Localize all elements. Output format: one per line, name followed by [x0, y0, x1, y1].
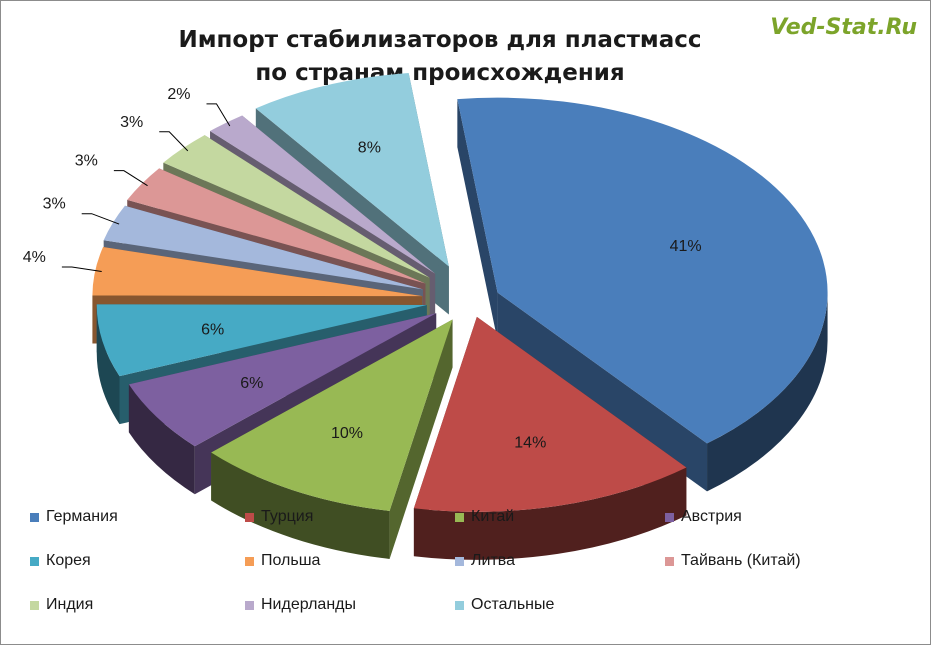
data-label-германия: 41% [670, 238, 702, 255]
pie-slice-остальные [255, 72, 449, 267]
pie-slice-турция [413, 316, 687, 512]
data-label-корея: 6% [201, 322, 224, 339]
data-label-тайвань-китай: 3% [75, 153, 98, 170]
legend-item-турция: Турция [245, 508, 313, 526]
pie-slice-нидерланды [210, 115, 436, 274]
legend-swatch [245, 556, 254, 566]
legend-label: Турция [261, 508, 314, 525]
leader-line-нидерланды [206, 103, 231, 127]
leader-line-тайвань-китай [113, 170, 148, 187]
pie-rim-германия [707, 292, 828, 492]
legend-label: Литва [471, 552, 515, 569]
pie-wall-2-0 [389, 319, 453, 559]
data-label-турция: 14% [514, 435, 546, 452]
pie-labels: 41% 14% 10% 6% 6% 4% 3% 3% 3% 2% 8% [23, 86, 702, 452]
legend-item-литва: Литва [455, 552, 515, 570]
chart-title-line-1: Импорт стабилизаторов для пластмасс [178, 27, 702, 53]
pie-tops [92, 72, 828, 512]
legend-swatch [455, 556, 464, 566]
pie-slice-тайвань-китай [127, 168, 426, 284]
legend-item-корея: Корея [30, 552, 91, 570]
chart-title-line-2: по странам происхождения [255, 59, 625, 86]
legend-item-китай: Китай [455, 508, 514, 526]
legend-swatch [455, 512, 464, 522]
pie-slice-индия [163, 135, 430, 278]
data-label-индия: 3% [120, 114, 143, 131]
pie-slice-корея [96, 304, 427, 377]
leader-line-индия [159, 131, 189, 152]
legend-label: Нидерланды [261, 596, 356, 613]
legend-label: Китай [471, 508, 515, 525]
legend-label: Тайвань (Китай) [681, 552, 801, 569]
pie-rim-турция [413, 467, 687, 560]
legend-swatch [30, 512, 39, 522]
pie-slice-австрия [128, 313, 437, 447]
legend-swatch [30, 600, 39, 610]
legend-swatch [245, 600, 254, 610]
legend-item-индия: Индия [30, 596, 93, 614]
legend-label: Индия [46, 596, 94, 613]
legend-swatch [30, 556, 39, 566]
data-label-польша: 4% [23, 249, 46, 266]
leader-line-польша [61, 266, 102, 273]
pie-slice-литва [103, 205, 424, 290]
pie-slice-китай [211, 319, 453, 511]
data-label-китай: 10% [331, 425, 363, 442]
legend-item-германия: Германия [30, 508, 118, 526]
pie-wall-0-1 [497, 292, 708, 492]
legend-label: Остальные [471, 596, 555, 613]
chart-title: Импорт стабилизаторов для пластмасс по с… [140, 24, 740, 89]
legend-label: Корея [46, 552, 91, 569]
pie-rim-австрия [128, 384, 195, 495]
watermark: Ved-Stat.Ru [770, 15, 917, 40]
pie-slice-польша [92, 247, 423, 297]
legend-item-нидерланды: Нидерланды [245, 596, 356, 614]
legend-swatch [665, 556, 674, 566]
pie-rim-корея [96, 305, 120, 425]
legend-label: Германия [46, 508, 118, 525]
legend-item-тайвань-китай: Тайвань (Китай) [665, 552, 801, 570]
legend-label: Австрия [681, 508, 742, 525]
legend-item-остальные: Остальные [455, 596, 554, 614]
data-label-остальные: 8% [358, 140, 381, 157]
data-label-нидерланды: 2% [167, 86, 190, 103]
legend-swatch [665, 512, 674, 522]
legend-swatch [245, 512, 254, 522]
legend-item-австрия: Австрия [665, 508, 742, 526]
pie-rim-китай [211, 452, 390, 559]
data-label-литва: 3% [43, 196, 66, 213]
legend-swatch [455, 600, 464, 610]
legend-label: Польша [261, 552, 321, 569]
leader-line-литва [81, 213, 120, 225]
legend-item-польша: Польша [245, 552, 320, 570]
legend: Германия Турция Китай Австрия Корея Польша Лит… [30, 508, 910, 628]
pie-slice-германия [457, 97, 828, 444]
data-label-австрия: 6% [240, 375, 263, 392]
pie-wall-0-0 [457, 99, 498, 341]
